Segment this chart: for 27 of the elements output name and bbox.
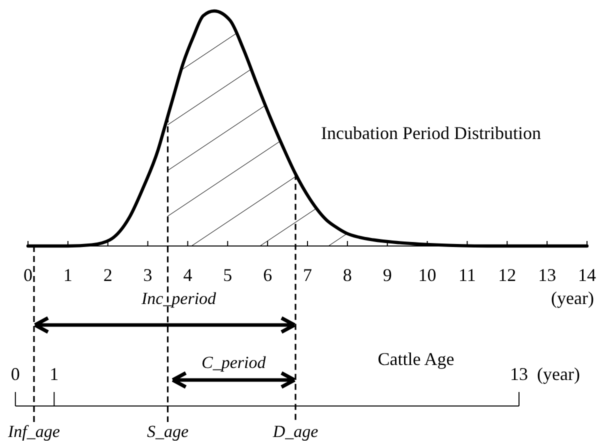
x-tick-label: 7 (303, 265, 312, 285)
text: Cattle Age (378, 349, 454, 369)
text: C_period (202, 353, 266, 372)
x-tick-label: 13 (538, 265, 556, 285)
x-tick-label: 3 (143, 265, 152, 285)
x-tick-label: 6 (263, 265, 272, 285)
ref-line-label: Inf_age (7, 422, 60, 441)
x-tick-label: 2 (103, 265, 112, 285)
x2-tick-label: 0 (10, 364, 20, 384)
x2-tick-label: 1 (50, 364, 59, 384)
ref-line-label: D_age (272, 422, 319, 441)
x-tick-label: 5 (223, 265, 232, 285)
x-tick-label: 14 (578, 265, 596, 285)
x-tick-label: 10 (418, 265, 436, 285)
x-axis-title: (year) (551, 288, 594, 308)
x-tick-label: 0 (24, 265, 32, 285)
x-tick-label: 1 (63, 265, 72, 285)
text: Incubation Period Distribution (321, 123, 541, 143)
x2-axis-title: (year) (537, 364, 580, 384)
x-tick-label: 12 (498, 265, 516, 285)
x-tick-label: 4 (183, 265, 192, 285)
x2-tick-label: 13 (510, 364, 528, 384)
ref-line-label: S_age (146, 422, 189, 441)
text: Inc_period (140, 289, 217, 308)
x-tick-label: 8 (342, 265, 352, 285)
x-tick-label: 9 (382, 265, 392, 285)
x-tick-label: 11 (458, 265, 476, 285)
